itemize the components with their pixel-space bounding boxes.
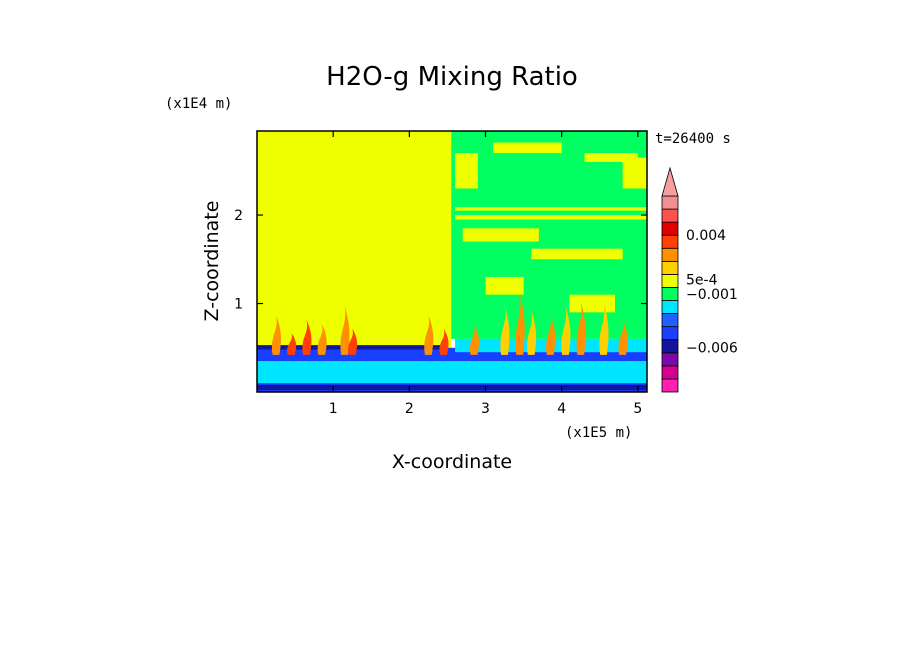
plume-5 (348, 328, 358, 355)
x-tick-label-1: 2 (405, 401, 414, 417)
colorbar-label-2: −0.001 (686, 287, 738, 303)
plume-15 (599, 301, 609, 355)
colorbar-level-0 (661, 378, 679, 393)
field-texture-9 (569, 294, 616, 313)
x-scale-label: (x1E5 m) (565, 425, 632, 441)
colorbar-level-12 (661, 221, 679, 236)
field-texture-12 (257, 384, 647, 391)
colorbar-level-2 (661, 352, 679, 367)
plume-3 (317, 323, 327, 355)
x-axis-ticks: 1 2 3 4 5 (329, 131, 642, 417)
colorbar-level-4 (661, 326, 679, 341)
colorbar-label-3: −0.006 (686, 341, 738, 357)
plume-11 (527, 310, 537, 355)
colorbar-level-13 (661, 208, 679, 223)
x-tick-label-3: 4 (557, 401, 566, 417)
x-tick-label-0: 1 (329, 401, 338, 417)
field-texture-5 (531, 248, 623, 260)
colorbar-level-5 (661, 313, 679, 328)
colorbar: 0.004 5e-4−0.001 −0.006 (661, 166, 738, 393)
colorbar-level-9 (661, 260, 679, 275)
plume-2 (302, 319, 312, 355)
field-texture-2 (455, 207, 647, 211)
time-label: t=26400 s (655, 131, 731, 147)
field-texture-7 (622, 157, 647, 189)
y-scale-label: (x1E4 m) (165, 96, 232, 112)
plume-9 (500, 306, 510, 355)
plume-7 (439, 328, 449, 355)
plume-10 (515, 292, 525, 355)
colorbar-level-6 (661, 300, 679, 314)
colorbar-level-7 (661, 287, 679, 301)
field-region-3 (257, 361, 647, 384)
colorbar-level-1 (661, 365, 679, 380)
colorbar-label-0: 0.004 (686, 228, 726, 244)
x-axis-label: X-coordinate (392, 451, 512, 473)
plume-0 (271, 315, 282, 355)
plume-14 (576, 301, 586, 355)
plume-4 (340, 306, 350, 355)
colorbar-level-10 (661, 247, 679, 262)
field-texture-4 (462, 228, 539, 242)
colorbar-level-14 (661, 195, 679, 210)
plume-16 (618, 319, 628, 355)
y-tick-label-1: 2 (234, 208, 243, 224)
plot-frame (256, 130, 648, 393)
field-texture-6 (455, 153, 478, 189)
chart-title: H2O-g Mixing Ratio (326, 62, 578, 92)
y-axis-label: Z-coordinate (201, 201, 223, 322)
field-texture-3 (455, 215, 647, 220)
mixing-ratio-field (257, 131, 647, 392)
colorbar-level-8 (661, 273, 679, 288)
plume-8 (469, 323, 480, 355)
plume-13 (561, 306, 571, 355)
field-texture-0 (493, 142, 562, 154)
colorbar-label-1: 5e-4 (686, 273, 718, 289)
field-texture-8 (485, 276, 524, 295)
colorbar-extend-arrow (661, 166, 679, 197)
field-texture-1 (584, 153, 638, 162)
colorbar-level-3 (661, 339, 679, 354)
plume-1 (287, 332, 297, 355)
colorbar-level-11 (661, 234, 679, 249)
y-axis-ticks: 12 (234, 208, 647, 313)
y-tick-label-0: 1 (234, 297, 243, 313)
plume-12 (546, 315, 556, 355)
plume-6 (424, 315, 434, 355)
x-tick-label-4: 5 (633, 401, 642, 417)
field-region-0 (257, 131, 452, 348)
x-tick-label-2: 3 (481, 401, 490, 417)
